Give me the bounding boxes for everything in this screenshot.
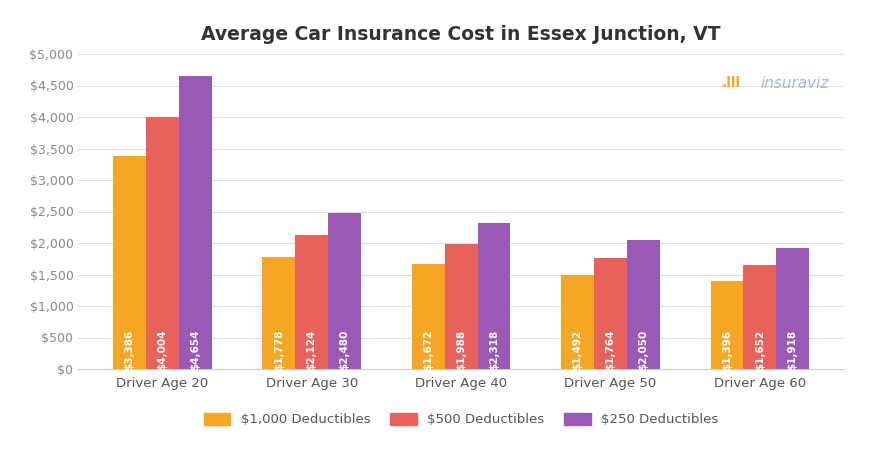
Text: $1,492: $1,492 — [572, 330, 582, 370]
Bar — [411, 264, 444, 369]
Text: $2,124: $2,124 — [307, 330, 316, 370]
Bar — [262, 257, 295, 369]
Bar — [627, 240, 659, 369]
Text: $1,672: $1,672 — [422, 330, 433, 370]
Bar — [775, 248, 808, 369]
Bar — [477, 223, 510, 369]
Title: Average Car Insurance Cost in Essex Junction, VT: Average Car Insurance Cost in Essex Junc… — [201, 25, 720, 44]
Text: $4,004: $4,004 — [157, 330, 167, 370]
Text: $1,918: $1,918 — [786, 330, 797, 370]
Text: $2,050: $2,050 — [638, 330, 647, 370]
Bar — [594, 258, 627, 369]
Text: .lll: .lll — [720, 76, 740, 90]
Text: $1,396: $1,396 — [721, 330, 731, 370]
Text: $1,988: $1,988 — [455, 330, 466, 370]
Text: $1,652: $1,652 — [754, 330, 764, 370]
Bar — [444, 244, 477, 369]
Legend: $1,000 Deductibles, $500 Deductibles, $250 Deductibles: $1,000 Deductibles, $500 Deductibles, $2… — [198, 407, 723, 432]
Bar — [113, 156, 146, 369]
Text: $1,764: $1,764 — [605, 330, 614, 370]
Text: $4,654: $4,654 — [190, 330, 200, 370]
Text: $1,778: $1,778 — [274, 330, 283, 370]
Text: insuraviz: insuraviz — [760, 76, 827, 91]
Text: $3,386: $3,386 — [124, 330, 135, 370]
Bar — [179, 76, 211, 369]
Bar — [146, 117, 179, 369]
Text: $2,318: $2,318 — [488, 330, 499, 370]
Bar — [710, 281, 742, 369]
Text: $2,480: $2,480 — [339, 330, 349, 370]
Bar — [742, 265, 775, 369]
Bar — [328, 213, 361, 369]
Bar — [561, 275, 594, 369]
Bar — [295, 235, 328, 369]
